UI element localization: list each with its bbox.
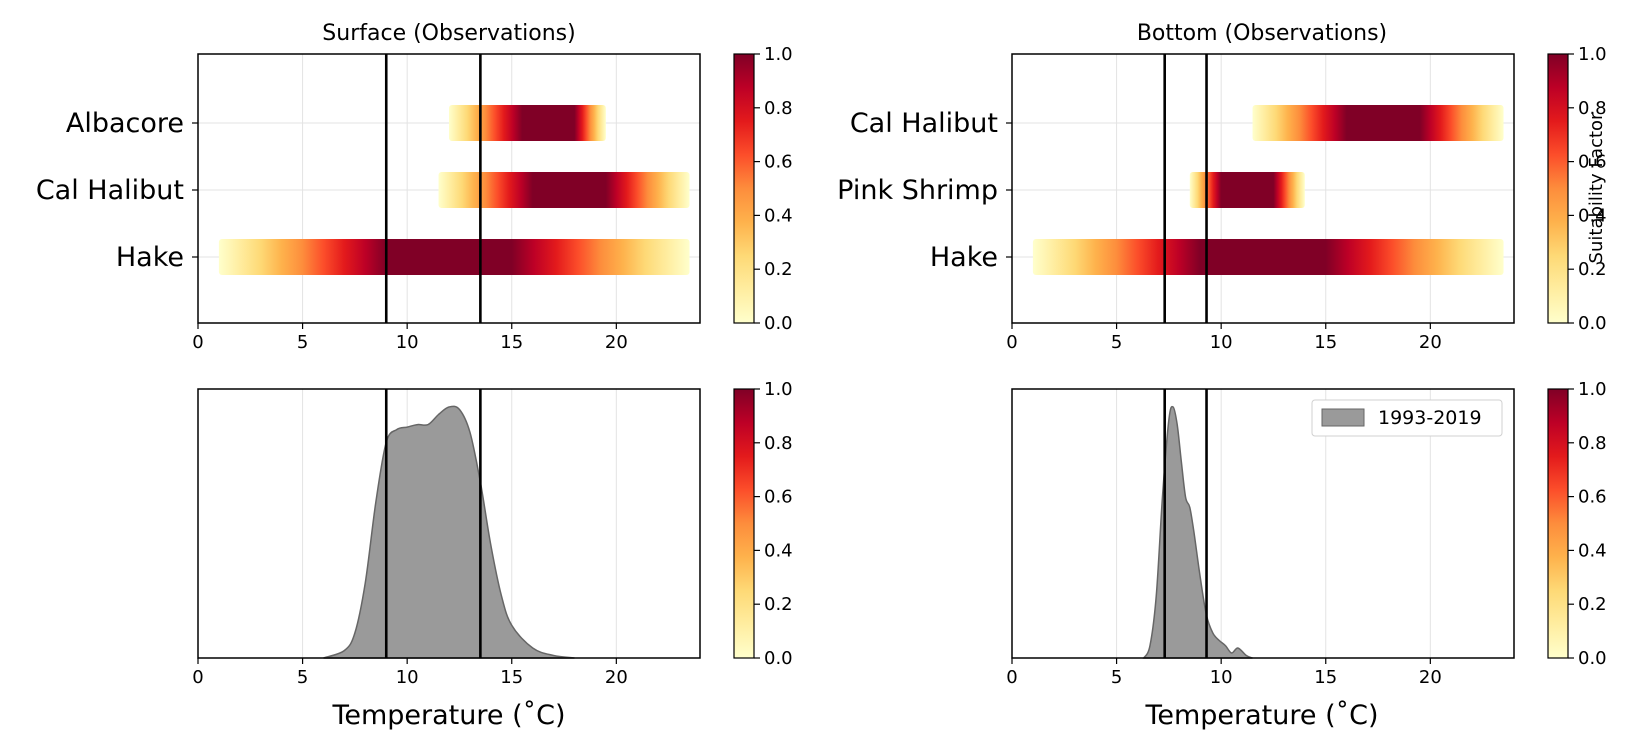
colorbar-tick-label: 0.2: [1578, 594, 1607, 615]
suitability-bar: [1252, 105, 1504, 141]
colorbar-tick-label: 0.6: [764, 487, 793, 508]
x-tick-label: 0: [192, 667, 203, 688]
y-tick-label: Cal Halibut: [850, 108, 998, 139]
colorbar-tick-label: 0.8: [1578, 98, 1607, 119]
x-tick-label: 15: [500, 667, 523, 688]
colorbar-tick-label: 0.4: [764, 540, 793, 561]
y-axis: Albacore Cal Halibut Hake: [36, 108, 198, 273]
x-tick-label: 15: [1314, 667, 1337, 688]
x-tick-label: 15: [1314, 332, 1337, 353]
suitability-bars: [1032, 105, 1504, 275]
x-tick-label: 5: [297, 332, 308, 353]
y-tick-label: Hake: [930, 242, 998, 273]
legend: 1993-2019: [1311, 399, 1503, 437]
colorbar-label: Suitability Factor: [1586, 112, 1607, 263]
colorbar-tick-label: 0.4: [1578, 540, 1607, 561]
panel-surface-distribution: 0 5 10 15 20 Temperature (˚C) 0.00.20.40.60.…: [192, 379, 792, 731]
colorbar-gradient: [733, 53, 755, 324]
colorbar-tick-label: 0.2: [764, 259, 793, 280]
x-tick-label: 0: [1006, 667, 1017, 688]
plot-frame: [197, 53, 701, 324]
panel-bottom-distribution: 0 5 10 15 20 Temperature (˚C) 1993-2019 0.00…: [1006, 379, 1606, 731]
x-tick-label: 10: [1210, 332, 1233, 353]
colorbar-tick-label: 0.0: [764, 648, 793, 669]
x-tick-label: 10: [396, 332, 419, 353]
colorbar-tick-label: 0.0: [1578, 313, 1607, 334]
x-tick-label: 15: [500, 332, 523, 353]
x-axis-label: Temperature (˚C): [331, 700, 565, 731]
x-tick-label: 20: [1419, 332, 1442, 353]
threshold-lines: [384, 389, 482, 658]
x-axis: 0 5 10 15 20: [192, 323, 628, 353]
suitability-bar: [218, 239, 690, 275]
colorbar-tick-label: 1.0: [764, 379, 793, 400]
suitability-bars: [218, 105, 690, 275]
colorbar-tick-label: 1.0: [764, 44, 793, 65]
x-axis: 0 5 10 15 20: [1006, 658, 1442, 688]
colorbar-tick-label: 0.8: [764, 433, 793, 454]
x-tick-label: 20: [605, 667, 628, 688]
colorbar-gradient: [733, 388, 755, 659]
threshold-lines: [1163, 54, 1208, 323]
x-tick-label: 5: [1111, 332, 1122, 353]
suitability-bar: [1032, 239, 1504, 275]
colorbar-tick-label: 0.0: [1578, 648, 1607, 669]
density-curve: [323, 405, 575, 659]
x-tick-label: 0: [192, 332, 203, 353]
colorbar: 0.0 0.2 0.4 0.6 0.8 1.0: [1547, 44, 1607, 334]
density-area: [1142, 405, 1253, 659]
colorbar-tick-label: 0.2: [1578, 259, 1607, 280]
threshold-lines: [1163, 389, 1208, 658]
colorbar-tick-label: 0.6: [1578, 152, 1607, 173]
colorbar-gradient: [1547, 53, 1569, 324]
colorbar-tick-label: 0.8: [1578, 433, 1607, 454]
legend-swatch: [1321, 408, 1365, 427]
suitability-bar: [1189, 172, 1305, 208]
colorbar: 0.0 0.2 0.4 0.6 0.8 1.0: [733, 379, 793, 669]
colorbar-tick-label: 0.0: [764, 313, 793, 334]
x-axis: 0 5 10 15 20: [1006, 323, 1442, 353]
suitability-bar: [449, 105, 606, 141]
colorbar: 0.0 0.2 0.4 0.6 0.8 1.0: [733, 44, 793, 334]
panel-surface-suitability: Surface (Observations) 0 5 10 15 20 Albacore…: [36, 21, 793, 353]
colorbar-tick-label: 0.8: [764, 98, 793, 119]
colorbar-tick-label: 1.0: [1578, 44, 1607, 65]
x-tick-label: 0: [1006, 332, 1017, 353]
x-tick-label: 5: [1111, 667, 1122, 688]
threshold-lines: [384, 54, 482, 323]
colorbar-gradient: [1547, 388, 1569, 659]
y-tick-label: Cal Halibut: [36, 175, 184, 206]
colorbar-tick-label: 1.0: [1578, 379, 1607, 400]
x-axis-label: Temperature (˚C): [1144, 700, 1378, 731]
suitability-bar: [438, 172, 690, 208]
colorbar: 0.0 0.2 0.4 0.6 0.8 1.0: [1547, 379, 1607, 669]
colorbar-tick-label: 0.4: [764, 205, 793, 226]
x-tick-label: 10: [1210, 667, 1233, 688]
density-area: [323, 405, 575, 659]
panel-bottom-suitability: Bottom (Observations) 0 5 10 15 20 Cal Halib…: [837, 21, 1607, 353]
x-tick-label: 10: [396, 667, 419, 688]
y-axis: Cal Halibut Pink Shrimp Hake: [837, 108, 1012, 273]
density-curve: [1142, 405, 1253, 659]
plot-frame: [197, 388, 701, 659]
legend-label: 1993-2019: [1378, 407, 1482, 429]
y-tick-label: Hake: [116, 242, 184, 273]
plot-frame: [1011, 53, 1515, 324]
colorbar-tick-label: 0.4: [1578, 205, 1607, 226]
panel-title: Surface (Observations): [322, 21, 575, 46]
x-tick-label: 20: [1419, 667, 1442, 688]
colorbar-tick-label: 0.6: [764, 152, 793, 173]
y-tick-label: Pink Shrimp: [837, 175, 998, 206]
x-tick-label: 20: [605, 332, 628, 353]
x-tick-label: 5: [297, 667, 308, 688]
colorbar-tick-label: 0.6: [1578, 487, 1607, 508]
y-tick-label: Albacore: [66, 108, 184, 139]
panel-title: Bottom (Observations): [1137, 21, 1387, 46]
x-axis: 0 5 10 15 20: [192, 658, 628, 688]
plot-frame: [1011, 388, 1515, 659]
colorbar-tick-label: 0.2: [764, 594, 793, 615]
